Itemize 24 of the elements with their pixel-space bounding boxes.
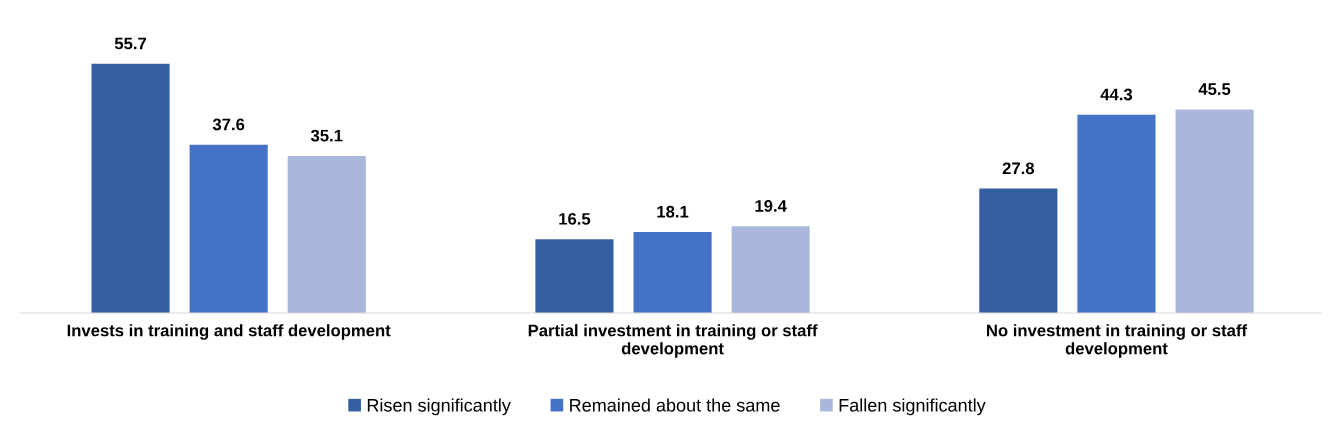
data-label: 37.6 (212, 118, 245, 131)
data-label: 27.8 (1002, 162, 1035, 175)
data-label: 16.5 (559, 212, 591, 225)
data-label: 55.7 (114, 37, 147, 50)
legend-label: Risen significantly (367, 398, 511, 416)
bar (91, 63, 170, 314)
data-label: 35.1 (310, 129, 343, 142)
x-tick-label: Partial investment in training or staff development (528, 324, 818, 358)
legend-label: Fallen significantly (839, 398, 986, 416)
data-label: 19.4 (755, 199, 787, 212)
legend-label: Remained about the same (570, 398, 780, 412)
bar (731, 226, 810, 314)
data-label: 44.3 (1100, 88, 1133, 101)
x-tick-label: No investment in training or staff development (987, 324, 1248, 358)
data-label: 45.5 (1198, 83, 1231, 95)
bar (287, 155, 366, 314)
bar (633, 232, 712, 314)
x-tick-label: Invests in training and staff development (67, 324, 391, 340)
bar (1175, 109, 1254, 314)
bar (1077, 114, 1156, 314)
data-label: 18.1 (657, 205, 689, 218)
bar (535, 239, 614, 314)
bar (189, 144, 268, 314)
bar (979, 188, 1058, 314)
